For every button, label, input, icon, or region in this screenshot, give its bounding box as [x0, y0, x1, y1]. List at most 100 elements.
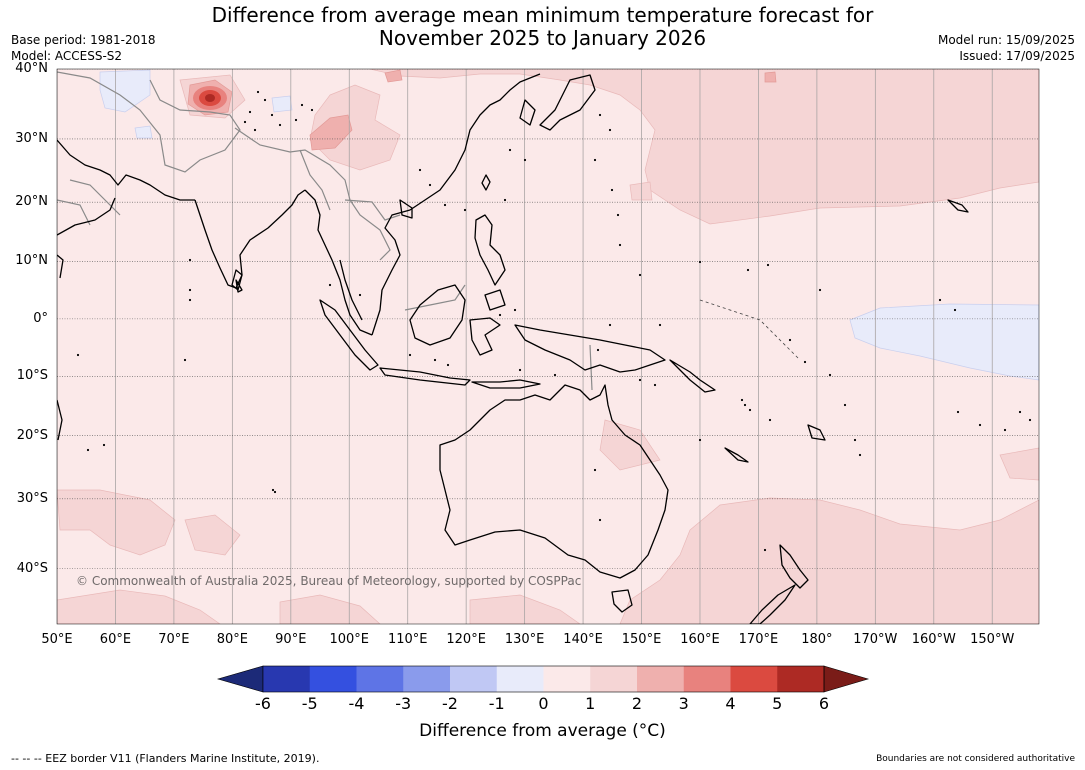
latitude-label: 20°N: [15, 194, 48, 210]
longitude-label: 140°E: [563, 632, 603, 647]
island-dot: [263, 98, 267, 102]
longitude-label: 120°E: [446, 632, 486, 647]
island-dot: [788, 338, 792, 342]
island-dot: [310, 108, 314, 112]
coastlines: [57, 73, 969, 624]
island-dot: [740, 398, 744, 402]
island-dot: [1003, 428, 1007, 432]
island-dot: [243, 120, 247, 124]
longitude-label: 90°E: [275, 632, 307, 647]
island-dot: [1028, 418, 1032, 422]
island-dot: [858, 453, 862, 457]
island-dot: [598, 113, 602, 117]
island-dot: [953, 308, 957, 312]
longitude-label: 150°W: [970, 632, 1015, 647]
island-dot: [76, 353, 80, 357]
colorbar-tick-label: 0: [538, 694, 549, 713]
colorbar-tick-label: -5: [301, 694, 318, 713]
island-dot: [768, 418, 772, 422]
island-dot: [618, 243, 622, 247]
boundary-disclaimer: Boundaries are not considered authoritat…: [876, 754, 1075, 764]
latitude-label: 20°S: [16, 427, 48, 443]
island-dot: [188, 288, 192, 292]
island-dot: [638, 273, 642, 277]
island-dot: [608, 323, 612, 327]
island-dot: [978, 423, 982, 427]
island-dot: [746, 268, 750, 272]
latitude-label: 40°S: [16, 560, 48, 576]
island-dot: [658, 323, 662, 327]
latitude-label: 0°: [33, 310, 48, 326]
island-dot: [608, 128, 612, 132]
island-dot: [428, 183, 432, 187]
longitude-label: 50°E: [41, 632, 73, 647]
longitude-label: 100°E: [329, 632, 370, 647]
eez-legend-note: -- -- -- EEZ border V11 (Flanders Marine…: [11, 752, 320, 765]
island-dot: [256, 90, 260, 94]
colorbar-tick-label: 2: [631, 694, 643, 713]
island-dot: [616, 213, 620, 217]
island-dot: [956, 410, 960, 414]
meta-left: Base period: 1981-2018 Model: ACCESS-S2: [11, 32, 156, 64]
latitude-label: 10°S: [16, 368, 48, 384]
island-dot: [513, 308, 517, 312]
island-dot: [408, 353, 412, 357]
latitude-label: 30°S: [16, 490, 48, 506]
colorbar-tick-label: 3: [678, 694, 689, 713]
island-dot: [278, 123, 282, 127]
island-dot: [766, 263, 770, 267]
base-period: Base period: 1981-2018: [11, 33, 156, 47]
island-dot: [508, 148, 512, 152]
island-dot: [828, 373, 832, 377]
island-dot: [553, 373, 557, 377]
island-dot: [270, 113, 274, 117]
colorbar-tick-label: 1: [585, 694, 596, 713]
longitude-label: 80°E: [216, 632, 248, 647]
island-dot: [188, 298, 192, 302]
longitude-label: 180°: [801, 632, 833, 647]
island-dot: [183, 358, 187, 362]
island-dot: [418, 168, 422, 172]
island-dot: [358, 293, 362, 297]
longitude-label: 160°W: [911, 632, 956, 647]
island-dot: [598, 518, 602, 522]
model-run: Model run: 15/09/2025: [937, 33, 1075, 47]
longitude-label: 160°E: [680, 632, 720, 647]
island-dot: [294, 118, 298, 122]
island-dot: [593, 468, 597, 472]
island-dot: [638, 378, 642, 382]
longitude-label: 170°W: [853, 632, 898, 647]
island-dot: [743, 403, 747, 407]
map-title: Difference from average mean minimum tem…: [0, 4, 1085, 50]
colorbar-tick-label: -1: [488, 694, 505, 713]
island-dot: [763, 548, 767, 552]
title-line-1: Difference from average mean minimum tem…: [211, 3, 874, 27]
island-dot: [653, 383, 657, 387]
island-dot: [102, 443, 106, 447]
longitude-label: 150°E: [621, 632, 662, 647]
island-dot: [463, 208, 467, 212]
island-dot: [300, 103, 304, 107]
island-dot: [523, 158, 527, 162]
anomaly-1-to-2-regions: [57, 69, 1039, 624]
island-dot: [86, 448, 90, 452]
issued-date: Issued: 17/09/2025: [959, 49, 1075, 63]
model-name: Model: ACCESS-S2: [11, 49, 123, 63]
copyright-notice: © Commonwealth of Australia 2025, Bureau…: [76, 574, 582, 588]
longitude-label: 110°E: [387, 632, 428, 647]
island-dot: [443, 203, 447, 207]
island-dot: [610, 188, 614, 192]
island-dot: [328, 283, 332, 287]
island-dot: [748, 408, 752, 412]
island-dot: [803, 360, 807, 364]
island-dots: [76, 90, 1032, 552]
island-dot: [843, 403, 847, 407]
colorbar-tick-label: 6: [818, 694, 830, 713]
colorbar-tick-label: -4: [348, 694, 365, 713]
island-dot: [271, 488, 275, 492]
country-borders: [57, 71, 593, 391]
colorbar-tick-label: -6: [255, 694, 271, 713]
island-dot: [433, 358, 437, 362]
colorbar-tick-label: 5: [772, 694, 783, 713]
